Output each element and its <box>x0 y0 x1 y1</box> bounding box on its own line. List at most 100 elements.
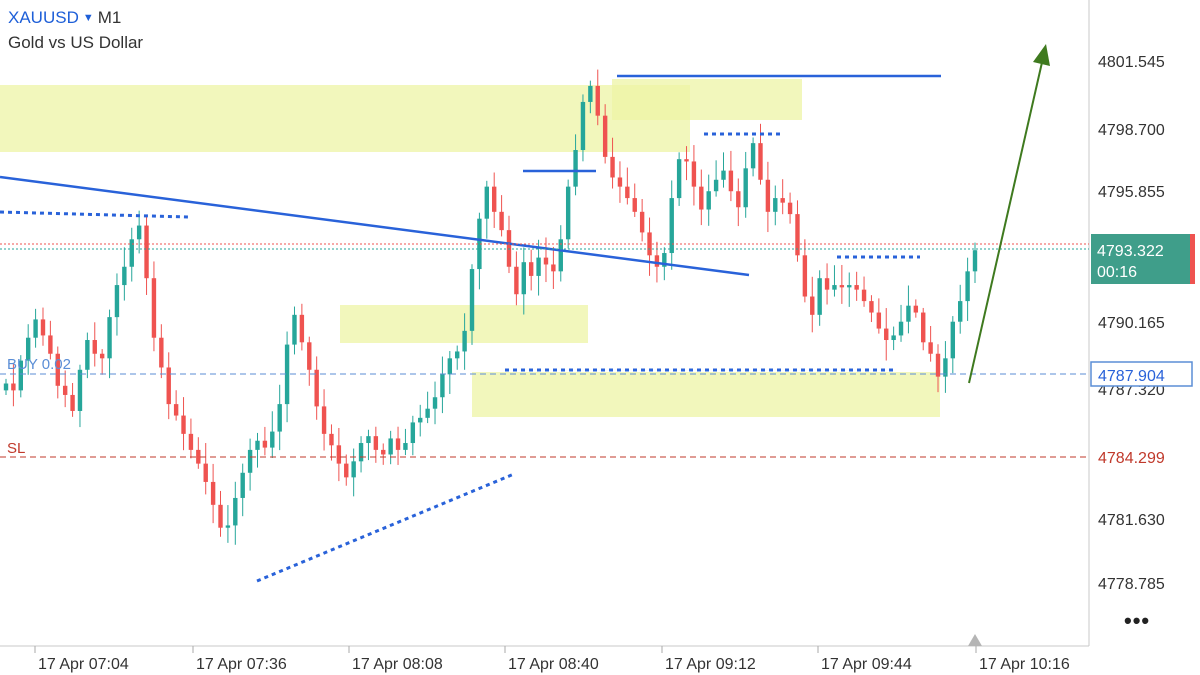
candle-body <box>506 230 512 267</box>
candle-body <box>824 278 830 290</box>
candle-body <box>432 397 438 409</box>
timeframe-label[interactable]: M1 <box>97 8 122 27</box>
candle-body <box>33 319 38 338</box>
candle-body <box>366 436 371 444</box>
candle-body <box>196 449 201 464</box>
candle-body <box>632 198 637 212</box>
candle-body <box>277 404 282 432</box>
candle-body <box>373 436 379 450</box>
current-price-tag-accent <box>1190 234 1195 284</box>
candle-body <box>455 351 460 359</box>
candle-body <box>943 358 948 377</box>
candle-body <box>484 186 490 219</box>
candle-body <box>551 264 556 272</box>
candle-body <box>854 285 859 290</box>
candle-body <box>336 445 342 464</box>
candle-body <box>602 115 608 157</box>
x-tick-label: 17 Apr 08:40 <box>508 656 599 673</box>
candle-body <box>403 443 408 450</box>
candle-body <box>780 198 785 203</box>
candle-body <box>358 443 364 462</box>
current-price-tag[interactable] <box>1091 234 1193 284</box>
candle-body <box>418 417 423 423</box>
symbol-name[interactable]: XAUUSD <box>8 8 79 27</box>
candle-body <box>499 211 504 231</box>
candle-body <box>151 278 157 338</box>
candle-body <box>691 161 697 187</box>
candle-body <box>543 257 549 265</box>
candle-body <box>876 312 882 329</box>
candle-body <box>802 255 808 297</box>
dotted-high-left[interactable] <box>0 210 189 219</box>
current-price-value: 4793.322 <box>1097 243 1164 260</box>
candle-body <box>351 461 356 478</box>
candle-body <box>92 340 97 354</box>
supply-zone-left <box>0 85 690 152</box>
descending-trendline[interactable] <box>0 175 750 277</box>
candle-body <box>699 186 704 210</box>
candle-body <box>588 85 593 102</box>
candle-body <box>11 383 16 391</box>
projection-arrow[interactable] <box>968 57 1044 384</box>
candle-body <box>521 262 526 295</box>
candle-body <box>159 337 164 368</box>
symbol-header[interactable]: XAUUSD ▼ M1 <box>8 8 121 28</box>
buy-price-tag[interactable] <box>1090 361 1193 387</box>
chevron-down-icon[interactable]: ▼ <box>82 12 94 24</box>
y-tick-label: 4778.785 <box>1098 576 1165 593</box>
candle-body <box>676 159 682 199</box>
candle-body <box>218 504 223 528</box>
candle-body <box>913 305 919 313</box>
candle-body <box>573 150 578 187</box>
candle-body <box>85 340 90 370</box>
candle-body <box>565 186 571 240</box>
candle-body <box>247 449 253 473</box>
candle-body <box>736 191 741 208</box>
buy-order-label[interactable]: BUY 0.02 <box>7 356 71 373</box>
candle-body <box>410 422 416 444</box>
candle-body <box>795 214 800 256</box>
candle-body <box>18 360 23 391</box>
symbol-description: Gold vs US Dollar <box>8 33 144 52</box>
candle-body <box>344 463 349 478</box>
candle-body <box>810 296 815 315</box>
supply-zone-top <box>612 79 802 120</box>
candle-body <box>314 369 319 407</box>
candle-body <box>958 301 963 322</box>
x-tick-label: 17 Apr 08:08 <box>352 656 443 673</box>
x-tick-label: 17 Apr 09:12 <box>665 656 756 673</box>
candle-body <box>233 497 238 526</box>
more-options-icon[interactable]: ••• <box>1124 608 1151 633</box>
candle-body <box>469 269 475 331</box>
candle-body <box>610 156 615 178</box>
candle-body <box>144 225 149 279</box>
candle-body <box>972 250 978 272</box>
candle-body <box>107 317 112 359</box>
candle-body <box>832 285 837 290</box>
stop-loss-label[interactable]: SL <box>7 440 25 457</box>
candle-body <box>447 358 453 375</box>
candle-body <box>669 198 674 254</box>
candle-body <box>284 344 290 405</box>
x-tick-label: 17 Apr 10:16 <box>979 656 1070 673</box>
candle-body <box>388 438 393 455</box>
candle-body <box>514 266 519 295</box>
candle-body <box>639 211 645 233</box>
candle-body <box>884 328 889 341</box>
candle-body <box>684 159 689 162</box>
candle-body <box>847 285 852 288</box>
scroll-to-latest-icon[interactable] <box>968 634 982 646</box>
candle-body <box>898 321 904 336</box>
candle-body <box>462 330 467 352</box>
candle-body <box>329 433 334 446</box>
candle-body <box>188 433 194 450</box>
dotted-rising-trendline[interactable] <box>256 472 515 583</box>
candle-body <box>255 440 260 450</box>
candle-body <box>950 321 956 359</box>
candle-body <box>491 186 497 212</box>
x-axis: 17 Apr 07:04 17 Apr 07:36 17 Apr 08:08 1… <box>34 646 1070 673</box>
candle-body <box>210 481 216 505</box>
candle-body <box>440 374 445 398</box>
x-tick-label: 17 Apr 09:44 <box>821 656 912 673</box>
